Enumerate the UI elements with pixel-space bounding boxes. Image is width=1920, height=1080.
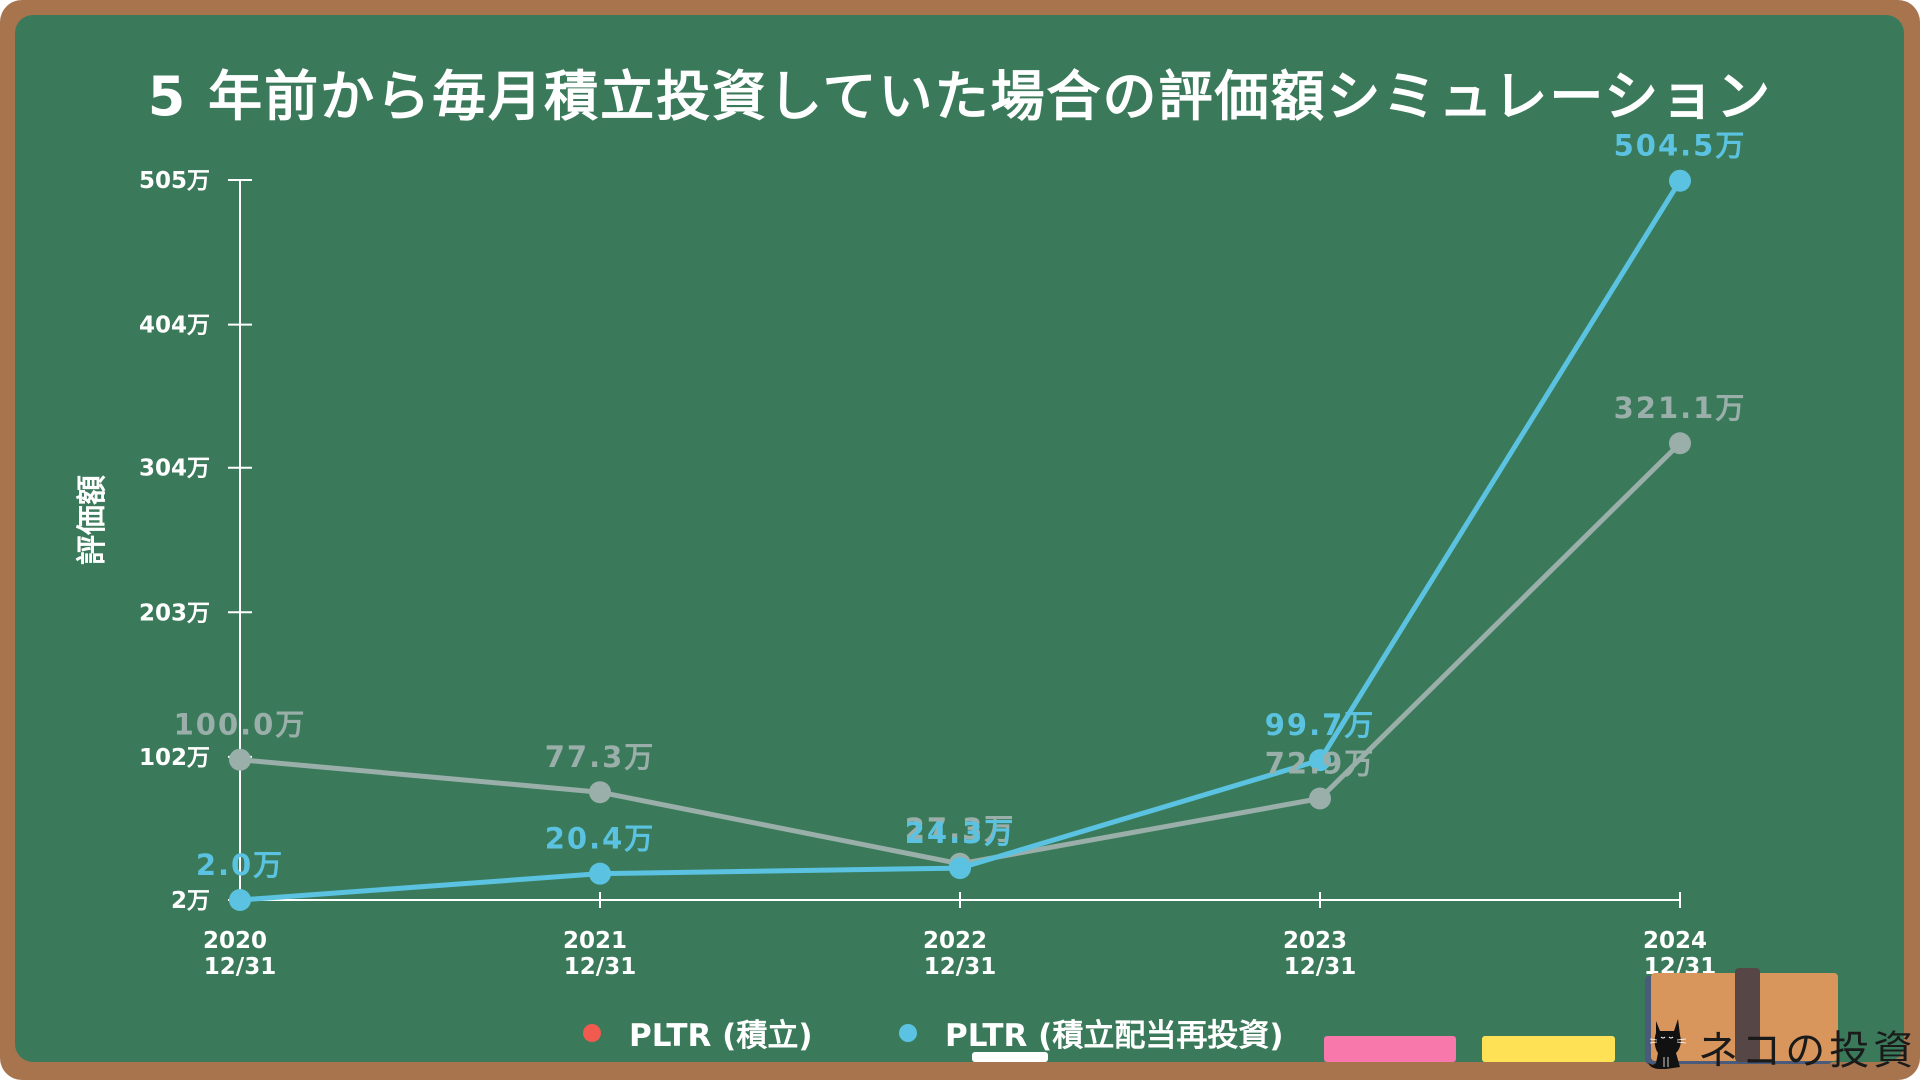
data-label: 504.5万	[1614, 129, 1747, 163]
y-tick-label: 505万	[139, 168, 210, 194]
data-point[interactable]	[589, 862, 611, 885]
chalkboard	[15, 15, 1904, 1062]
series-line-0	[239, 441, 1682, 867]
blue-dot-icon	[899, 1023, 917, 1042]
y-tick-label: 102万	[139, 745, 210, 771]
red-dot-icon	[583, 1023, 601, 1042]
yellow-chalk	[1482, 1036, 1615, 1062]
data-point[interactable]	[1669, 169, 1691, 192]
data-point[interactable]	[589, 781, 611, 804]
y-tick-label: 304万	[139, 456, 210, 482]
x-tick-date: 12/31	[1284, 954, 1356, 980]
data-point[interactable]	[1309, 787, 1331, 810]
data-label: 2.0万	[196, 848, 284, 882]
data-label: 24.3万	[905, 816, 1016, 850]
data-point[interactable]	[949, 857, 971, 880]
y-tick-label: 2万	[171, 888, 210, 914]
legend-item-accumulation[interactable]: PLTR (積立)	[583, 1010, 813, 1055]
y-tick-label: 203万	[139, 600, 210, 626]
data-label: 321.1万	[1614, 391, 1747, 425]
data-label: 77.3万	[545, 740, 656, 774]
data-label: 99.7万	[1265, 708, 1376, 742]
brand-logo-text: ネコの投資	[1698, 1028, 1918, 1074]
legend-label: PLTR (積立)	[629, 1018, 813, 1054]
chart-title: 5 年前から毎月積立投資していた場合の評価額シミュレーション	[147, 65, 1773, 128]
data-label: 20.4万	[545, 822, 656, 856]
legend-item-dividend-reinvest[interactable]: PLTR (積立配当再投資)	[899, 1010, 1284, 1055]
x-tick-year: 2020	[203, 928, 267, 954]
pink-chalk	[1324, 1036, 1456, 1062]
x-tick-date: 12/31	[924, 954, 996, 980]
x-tick-year: 2023	[1283, 928, 1347, 954]
eraser-strap	[1735, 968, 1760, 1062]
chart-legend: PLTR (積立) PLTR (積立配当再投資)	[0, 1010, 1920, 1054]
y-tick-label: 404万	[139, 313, 210, 339]
data-label: 100.0万	[174, 708, 307, 742]
black-cat-icon	[1648, 1019, 1687, 1069]
white-chalk	[972, 1052, 1048, 1062]
data-point[interactable]	[1309, 749, 1331, 772]
x-tick-date: 12/31	[204, 954, 276, 980]
legend-label: PLTR (積立配当再投資)	[945, 1018, 1284, 1054]
data-point[interactable]	[229, 889, 251, 911]
data-label: 72.9万	[1265, 747, 1376, 781]
x-tick-year: 2021	[563, 928, 627, 954]
x-tick-year: 2022	[923, 928, 987, 954]
x-tick-date: 12/31	[564, 954, 636, 980]
data-point[interactable]	[1669, 432, 1691, 455]
series-line-1	[239, 179, 1683, 903]
data-label: 27.3万	[905, 812, 1016, 846]
data-point[interactable]	[229, 748, 251, 771]
x-tick-year: 2024	[1643, 928, 1707, 954]
